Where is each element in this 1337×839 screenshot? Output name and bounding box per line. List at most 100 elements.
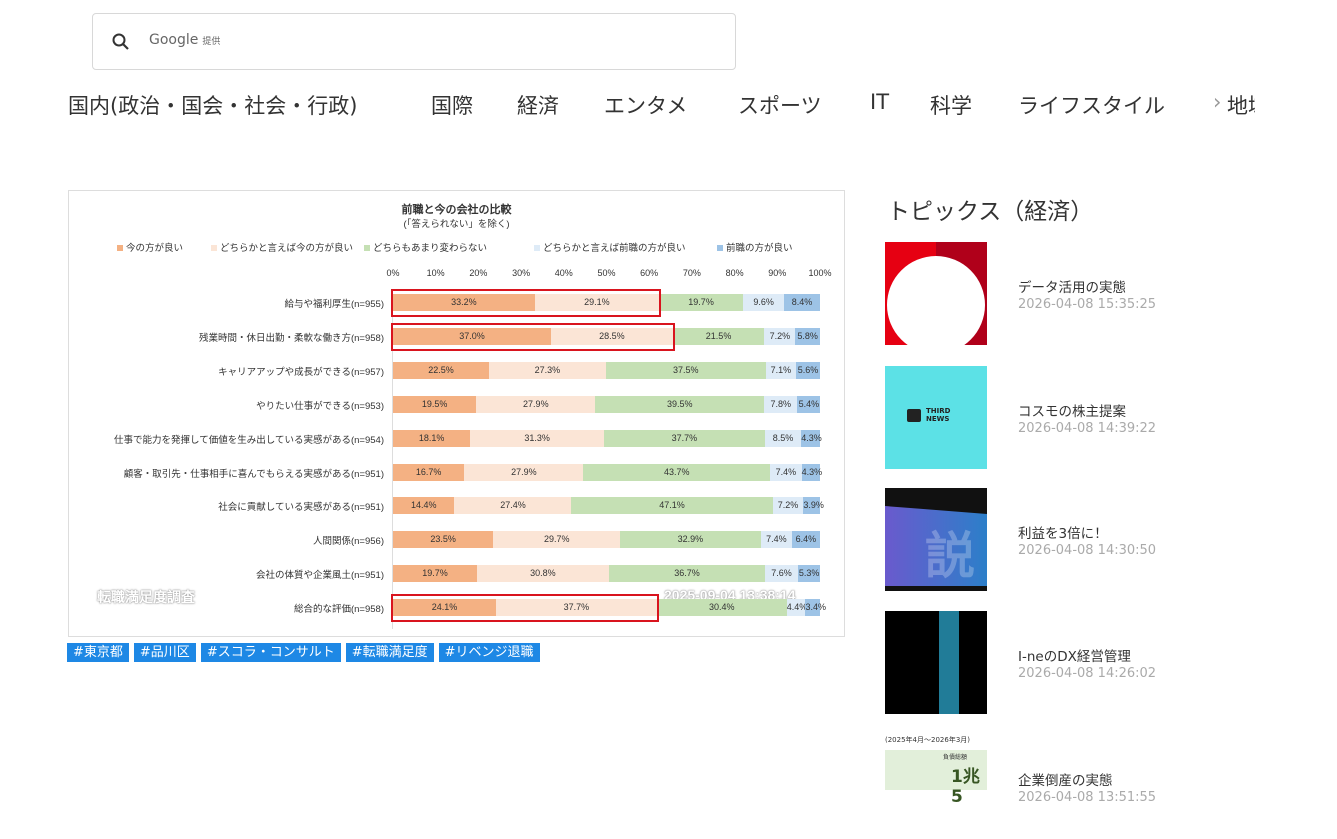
bar-segment: 22.5%	[393, 361, 490, 379]
topic-date: 2026-04-08 13:51:55	[1018, 790, 1157, 805]
legend-swatch	[364, 245, 370, 251]
bar-segment: 24.1%	[393, 599, 496, 617]
tag[interactable]: #品川区	[133, 643, 196, 662]
bar-segment: 23.5%	[393, 531, 494, 549]
bar-segment: 4.3%	[801, 463, 822, 481]
bar-segment: 19.7%	[393, 565, 478, 583]
x-tick-label: 100%	[808, 268, 832, 278]
bar-segment: 7.6%	[765, 565, 798, 583]
bar-segment: 27.9%	[476, 395, 596, 413]
x-tick-label: 60%	[640, 268, 659, 278]
topic-thumbnail[interactable]	[885, 611, 987, 714]
bar-segment: 5.6%	[796, 361, 820, 379]
legend-item: 今の方が良い	[117, 240, 183, 254]
topic-thumbnail[interactable]: THIRD NEWS	[885, 366, 987, 469]
x-tick-label: 20%	[469, 268, 488, 278]
topic-date: 2026-04-08 14:26:02	[1018, 666, 1157, 681]
bar-segment: 37.7%	[603, 429, 765, 447]
search-box[interactable]: Google 提供	[92, 13, 736, 70]
bar-segment: 32.9%	[620, 531, 761, 549]
nav-it[interactable]: IT	[870, 90, 890, 114]
legend-item: どちらかと言えば今の方が良い	[211, 240, 353, 254]
bar-segment: 5.8%	[795, 327, 820, 345]
category-label: 会社の体質や企業風土(n=951)	[255, 570, 384, 582]
chart-title: 前職と今の会社の比較	[401, 204, 512, 216]
topic-date: 2026-04-08 14:39:22	[1018, 421, 1157, 436]
nav-international[interactable]: 国際	[431, 94, 473, 118]
topic-title[interactable]: 企業倒産の実態	[1018, 773, 1113, 789]
legend-label: 今の方が良い	[126, 243, 184, 254]
topic-item[interactable]: THIRD NEWS コスモの株主提案 2026-04-08 14:39:22	[885, 366, 1185, 470]
tag[interactable]: #スコラ・コンサルト	[200, 643, 341, 662]
legend-label: どちらかと言えば前職の方が良い	[543, 243, 686, 254]
tag-list: #東京都 #品川区 #スコラ・コンサルト #転職満足度 #リベンジ退職	[67, 641, 545, 662]
bar-segment: 27.3%	[489, 361, 606, 379]
category-label: 総合的な評価(n=958)	[293, 604, 384, 616]
category-label: やりたい仕事ができる(n=953)	[256, 400, 384, 412]
topic-item[interactable]: データ活用の実態 2026-04-08 15:35:25	[885, 242, 1185, 346]
category-label: 残業時間・休日出勤・柔軟な働き方(n=958)	[198, 332, 384, 344]
tag[interactable]: #東京都	[67, 643, 129, 662]
x-tick-label: 40%	[554, 268, 573, 278]
nav-economy[interactable]: 経済	[517, 94, 559, 118]
nav-science[interactable]: 科学	[930, 94, 972, 118]
category-label: 顧客・取引先・仕事相手に喜んでもらえる実感がある(n=951)	[123, 468, 384, 480]
bar-segment: 7.4%	[770, 463, 802, 481]
topic-title[interactable]: I-neのDX経営管理	[1018, 649, 1131, 665]
topic-thumbnail[interactable]: (2025年4月～2026年3月) 負債総額 1兆5	[885, 735, 987, 838]
topic-item[interactable]: I-neのDX経営管理 2026-04-08 14:26:02	[885, 611, 1185, 715]
topic-date: 2026-04-08 14:30:50	[1018, 543, 1157, 558]
bar-segment: 29.1%	[534, 294, 659, 311]
bar-segment: 43.7%	[583, 463, 771, 481]
bar-segment: 37.5%	[605, 361, 766, 379]
bar-segment: 14.4%	[393, 497, 455, 515]
legend-swatch	[717, 245, 723, 251]
bar-segment: 8.4%	[784, 294, 820, 311]
bar-segment: 3.9%	[803, 497, 824, 515]
topic-title[interactable]: データ活用の実態	[1018, 280, 1126, 296]
bar-segment: 33.2%	[393, 294, 535, 311]
topic-item[interactable]: (2025年4月～2026年3月) 負債総額 1兆5 企業倒産の実態 2026-…	[885, 735, 1185, 839]
tag[interactable]: #リベンジ退職	[438, 643, 540, 662]
legend-item: 前職の方が良い	[717, 240, 793, 254]
nav-entertainment[interactable]: エンタメ	[604, 94, 688, 118]
bar-segment: 16.7%	[393, 463, 465, 481]
bar-segment: 37.0%	[393, 327, 551, 345]
bar-segment: 28.5%	[550, 327, 673, 345]
nav-domestic[interactable]: 国内(政治・国会・社会・行政)	[68, 94, 358, 118]
topic-thumbnail[interactable]: 説	[885, 488, 987, 591]
bar-segment: 8.5%	[764, 429, 802, 447]
nav-sports[interactable]: スポーツ	[738, 94, 822, 118]
highlight-box	[391, 594, 659, 623]
x-tick-label: 0%	[386, 268, 400, 278]
bar-segment: 19.7%	[659, 294, 744, 311]
watermark-left: 転職満足度調査	[97, 589, 195, 605]
nav-region[interactable]: 地域	[1227, 94, 1255, 118]
tag[interactable]: #転職満足度	[345, 643, 434, 662]
topic-title[interactable]: 利益を3倍に！	[1018, 526, 1108, 542]
bar-segment: 3.4%	[805, 599, 826, 617]
chart-axis	[392, 289, 393, 629]
topics-heading: トピックス（経済）	[887, 199, 1094, 225]
bar-segment: 30.4%	[656, 599, 787, 617]
bar-segment: 5.4%	[797, 395, 821, 413]
bar-segment: 47.1%	[571, 497, 773, 515]
bar-segment: 39.5%	[595, 395, 765, 413]
nav-lifestyle[interactable]: ライフスタイル	[1018, 94, 1165, 118]
bar-segment: 9.6%	[743, 294, 785, 311]
bar-segment: 7.8%	[764, 395, 798, 413]
topic-item[interactable]: 説 利益を3倍に！ 2026-04-08 14:30:50	[885, 488, 1185, 592]
topic-date: 2026-04-08 15:35:25	[1018, 297, 1157, 312]
legend-label: どちらかと言えば今の方が良い	[220, 243, 354, 254]
bar-segment: 29.7%	[493, 531, 621, 549]
chart-subtitle: (「答えられない」を除く)	[403, 219, 510, 230]
topic-thumbnail[interactable]	[885, 242, 987, 345]
topic-title[interactable]: コスモの株主提案	[1018, 404, 1126, 420]
chevron-right-icon[interactable]: ›	[1213, 90, 1222, 114]
legend-swatch	[211, 245, 217, 251]
legend-item: どちらもあまり変わらない	[364, 240, 487, 254]
bar-segment: 37.7%	[495, 599, 657, 617]
bar-segment: 7.1%	[765, 361, 797, 379]
category-nav: 国内(政治・国会・社会・行政) 国際 経済 エンタメ スポーツ IT 科学 ライ…	[0, 88, 1255, 122]
bar-segment: 7.2%	[764, 327, 796, 345]
